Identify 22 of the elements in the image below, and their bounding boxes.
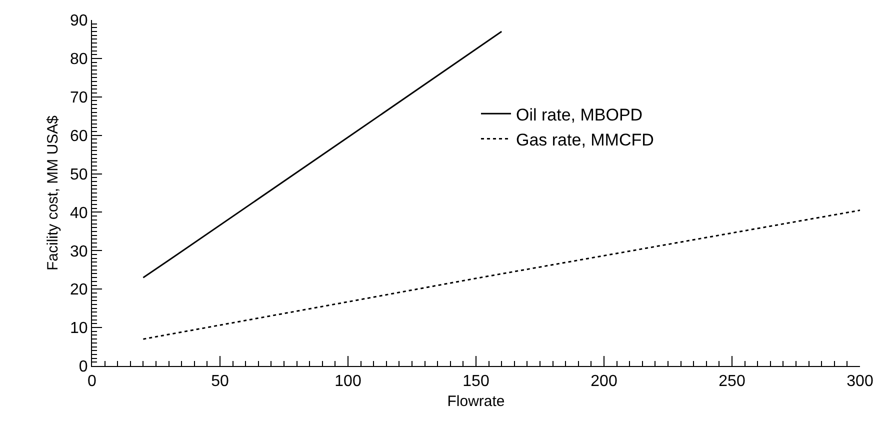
- x-tick-label: 150: [462, 373, 490, 390]
- line-series: [142, 210, 860, 340]
- legend-label: Gas rate, MMCFD: [516, 130, 654, 150]
- y-tick-label: 80: [70, 51, 88, 68]
- x-tick-label: 250: [718, 373, 746, 390]
- y-tick-label: 40: [70, 204, 88, 222]
- x-tick-label: 200: [590, 373, 618, 390]
- y-tick-label: 30: [70, 243, 88, 260]
- y-tick-label: 0: [78, 358, 88, 376]
- x-axis-title: Flowrate: [447, 393, 505, 410]
- y-tick-label: 50: [70, 166, 88, 184]
- y-tick-label: 70: [70, 89, 88, 106]
- legend-label: Oil rate, MBOPD: [516, 105, 643, 124]
- line-series: [142, 30, 502, 278]
- y-tick-label: 10: [70, 320, 88, 338]
- x-tick-label: 100: [334, 373, 362, 390]
- y-axis-title: Facility cost, MM USA$: [44, 114, 62, 271]
- y-tick-label: 20: [70, 282, 88, 299]
- y-tick-label: 90: [70, 12, 88, 30]
- x-tick-label: 50: [211, 373, 229, 390]
- y-tick-label: 60: [70, 128, 88, 145]
- x-tick-label: 300: [846, 373, 874, 390]
